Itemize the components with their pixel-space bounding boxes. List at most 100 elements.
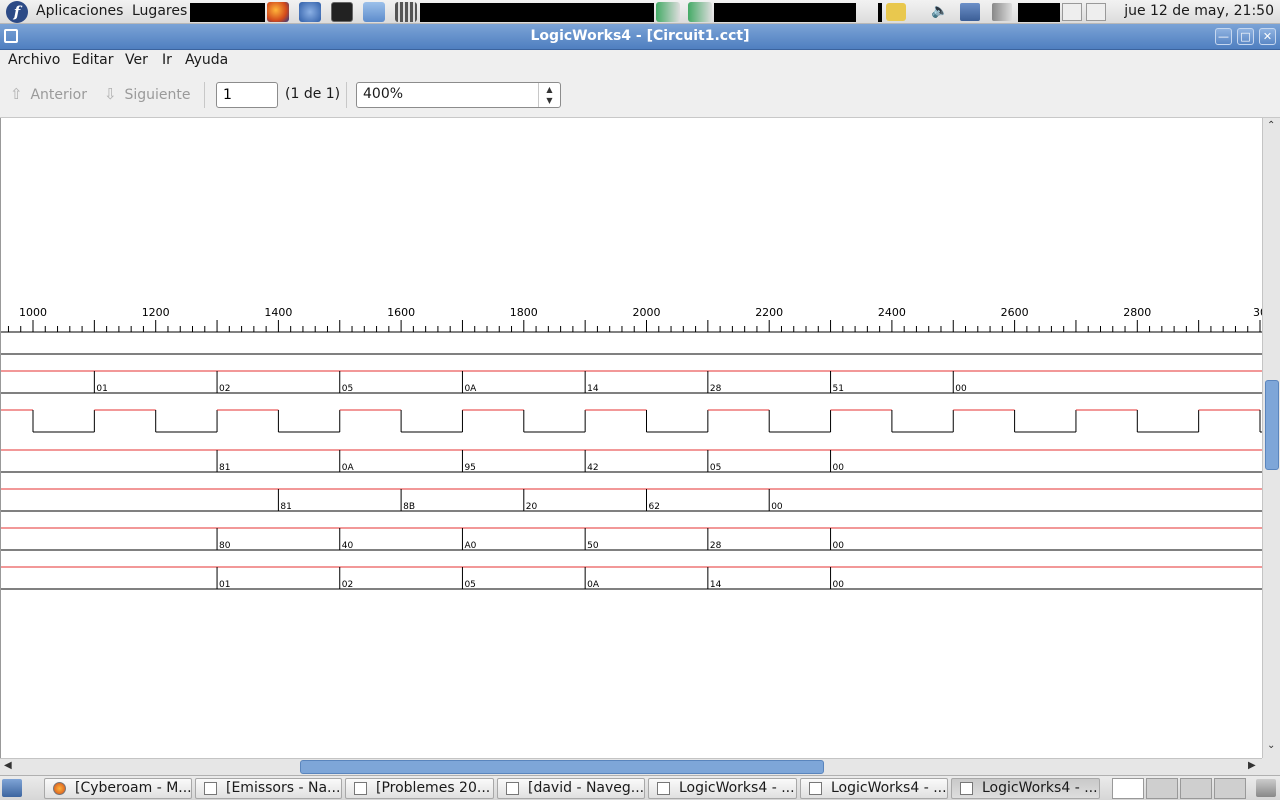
calculator-icon[interactable] [395,2,417,22]
bus-value-label: 00 [771,502,783,512]
timeline-tick-label: 1200 [142,306,170,319]
taskbar-item[interactable]: LogicWorks4 - ... [648,778,797,799]
zoom-value: 400% [363,86,404,102]
redacted-area [878,3,882,22]
minimize-button[interactable]: — [1215,28,1232,45]
taskbar-item[interactable]: [Cyberoam - M... [44,778,192,799]
fedora-logo-icon[interactable]: f [6,1,28,23]
clock[interactable]: jue 12 de may, 21:50 [1124,3,1274,19]
bus-value-label: 8B [403,502,415,512]
bus-value-label: 0A [342,463,355,473]
menu-editar[interactable]: Editar [72,52,114,68]
bus-value-label: 62 [649,502,660,512]
show-desktop-icon[interactable] [2,779,22,797]
updown-arrows-icon[interactable]: ▲ ▼ [538,83,560,107]
scroll-up-icon[interactable]: ⌃ [1267,120,1276,131]
timeline-tick-label: 1400 [264,306,292,319]
redacted-area [1018,3,1060,22]
network-icon[interactable] [960,3,980,21]
arrow-up-icon: ⇧ [10,85,23,103]
menu-ver[interactable]: Ver [125,52,148,68]
menu-archivo[interactable]: Archivo [8,52,61,68]
taskbar-item-label: LogicWorks4 - ... [679,780,795,796]
close-button[interactable]: ✕ [1259,28,1276,45]
menu-ir[interactable]: Ir [162,52,172,68]
document-icon [354,782,367,795]
bus-value-label: 05 [464,580,475,590]
bus-value-label: 81 [280,502,291,512]
taskbar-item[interactable]: [Problemes 20... [345,778,494,799]
page-count: (1 de 1) [285,86,341,102]
bus-value-label: 28 [710,384,722,394]
next-page-label: Siguiente [124,87,191,103]
timeline-tick-label: 30 [1253,306,1262,319]
bottom-panel: [Cyberoam - M... [Emissors - Na... [Prob… [0,775,1280,800]
bus-value-label: 00 [833,463,845,473]
taskbar-item-label: [Emissors - Na... [226,780,341,796]
toolbar-separator [204,82,205,108]
timeline-tick-label: 2000 [633,306,661,319]
bus-value-label: 01 [219,580,230,590]
workspace-4[interactable] [1214,778,1246,799]
bus-value-label: A0 [464,541,476,551]
timeline-tick-label: 1600 [387,306,415,319]
scroll-down-icon[interactable]: ⌄ [1267,740,1276,751]
previous-page-label: Anterior [30,87,87,103]
taskbar-item-label: LogicWorks4 - ... [982,780,1098,796]
bus-value-label: 00 [955,384,967,394]
battery-icon[interactable] [992,3,1012,21]
chip-icon[interactable] [656,2,680,22]
workspace-2[interactable] [1146,778,1178,799]
maximize-button[interactable]: □ [1237,28,1254,45]
window-title-bar[interactable]: LogicWorks4 - [Circuit1.cct] — □ ✕ [0,24,1280,50]
firefox-icon[interactable] [267,2,289,22]
vertical-scrollbar[interactable]: ⌃ ⌄ [1262,118,1280,758]
bus-value-label: 02 [342,580,353,590]
window-title: LogicWorks4 - [Circuit1.cct] [530,28,750,44]
applications-menu[interactable]: Aplicaciones [36,3,124,19]
window-list-icon[interactable] [1086,3,1106,21]
toolbar-separator [346,82,347,108]
window-menu-icon[interactable] [4,29,18,43]
vertical-scroll-thumb[interactable] [1265,380,1279,470]
menu-bar: Archivo Editar Ver Ir Ayuda [0,50,1280,72]
firefox-icon [53,782,66,795]
taskbar-item[interactable]: LogicWorks4 - ... [800,778,948,799]
bus-value-label: 42 [587,463,598,473]
horizontal-scrollbar[interactable]: ◀ ▶ [0,758,1262,775]
thunderbird-icon[interactable] [299,2,321,22]
timeline-tick-label: 1800 [510,306,538,319]
workspace-3[interactable] [1180,778,1212,799]
taskbar-item-active[interactable]: LogicWorks4 - ... [951,778,1100,799]
redacted-area [420,3,654,22]
menu-ayuda[interactable]: Ayuda [185,52,229,68]
horizontal-scroll-thumb[interactable] [300,760,824,774]
chip-icon[interactable] [688,2,712,22]
page-number-input[interactable] [216,82,278,108]
terminal-icon[interactable] [331,2,353,22]
workspace-1[interactable] [1112,778,1144,799]
places-menu[interactable]: Lugares [132,3,188,19]
previous-page-button[interactable]: ⇧ Anterior [10,85,87,103]
redacted-area [190,3,265,22]
next-page-button[interactable]: ⇩ Siguiente [104,85,190,103]
zoom-select[interactable]: 400% ▲ ▼ [356,82,561,108]
bus-value-label: 80 [219,541,231,551]
update-icon[interactable] [886,3,906,21]
taskbar-item[interactable]: [david - Naveg... [497,778,645,799]
bus-value-label: 51 [833,384,844,394]
document-view[interactable]: 1000 1200 1400 1600 1800 2000 2200 2400 2600 2800… [0,118,1262,758]
taskbar-item-label: LogicWorks4 - ... [831,780,947,796]
timeline-tick-label: 2400 [878,306,906,319]
scroll-corner [1262,758,1280,775]
bus-value-label: 0A [464,384,477,394]
timeline-tick-label: 2200 [755,306,783,319]
home-folder-icon[interactable] [363,2,385,22]
scroll-right-icon[interactable]: ▶ [1248,760,1256,771]
volume-icon[interactable]: 🔈 [931,3,949,19]
scroll-left-icon[interactable]: ◀ [4,760,12,771]
timeline-tick-label: 2800 [1123,306,1151,319]
window-list-icon[interactable] [1062,3,1082,21]
trash-icon[interactable] [1256,779,1276,797]
taskbar-item[interactable]: [Emissors - Na... [195,778,342,799]
